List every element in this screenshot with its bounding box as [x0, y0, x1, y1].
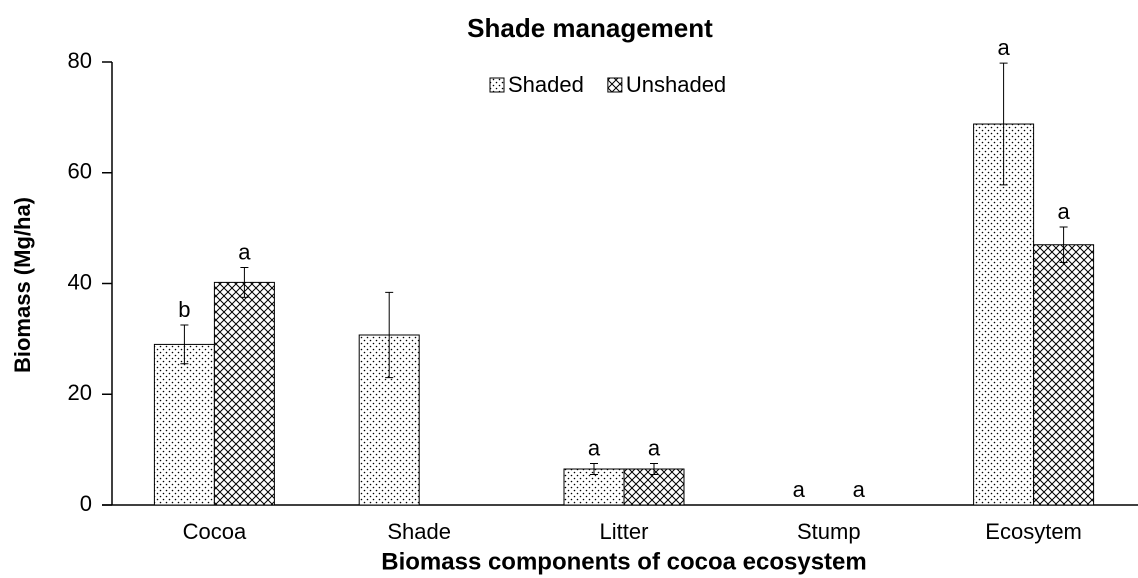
y-axis-label: Biomass (Mg/ha) [10, 197, 35, 373]
chart-title: Shade management [467, 13, 713, 43]
bar [153, 343, 215, 506]
annotation: a [648, 435, 661, 460]
legend-swatch [489, 77, 505, 93]
legend-swatch [607, 77, 623, 93]
y-tick-label: 20 [68, 380, 92, 405]
x-tick-label: Ecosytem [985, 519, 1082, 544]
annotation: b [178, 297, 190, 322]
bar [213, 281, 275, 506]
y-tick-label: 60 [68, 159, 92, 184]
y-tick-label: 40 [68, 269, 92, 294]
legend-label: Unshaded [626, 72, 726, 97]
annotation: a [793, 477, 806, 502]
x-tick-label: Cocoa [183, 519, 247, 544]
x-axis-label: Biomass components of cocoa ecosystem [381, 548, 866, 575]
error-bar [180, 324, 189, 365]
y-tick-label: 80 [68, 48, 92, 73]
x-tick-label: Litter [600, 519, 649, 544]
error-bar [240, 266, 249, 298]
x-tick-label: Stump [797, 519, 861, 544]
error-bar [385, 291, 394, 379]
annotation: a [238, 239, 251, 264]
annotation: a [1057, 199, 1070, 224]
annotation: a [997, 35, 1010, 60]
error-bar [650, 462, 658, 476]
y-tick-label: 0 [80, 491, 92, 516]
x-tick-label: Shade [387, 519, 451, 544]
bar [973, 123, 1035, 506]
bar [1033, 244, 1095, 506]
error-bar [590, 462, 598, 476]
annotation: a [853, 477, 866, 502]
legend-label: Shaded [508, 72, 584, 97]
error-bar [1059, 226, 1068, 263]
error-bar [999, 62, 1008, 186]
annotation: a [588, 435, 601, 460]
